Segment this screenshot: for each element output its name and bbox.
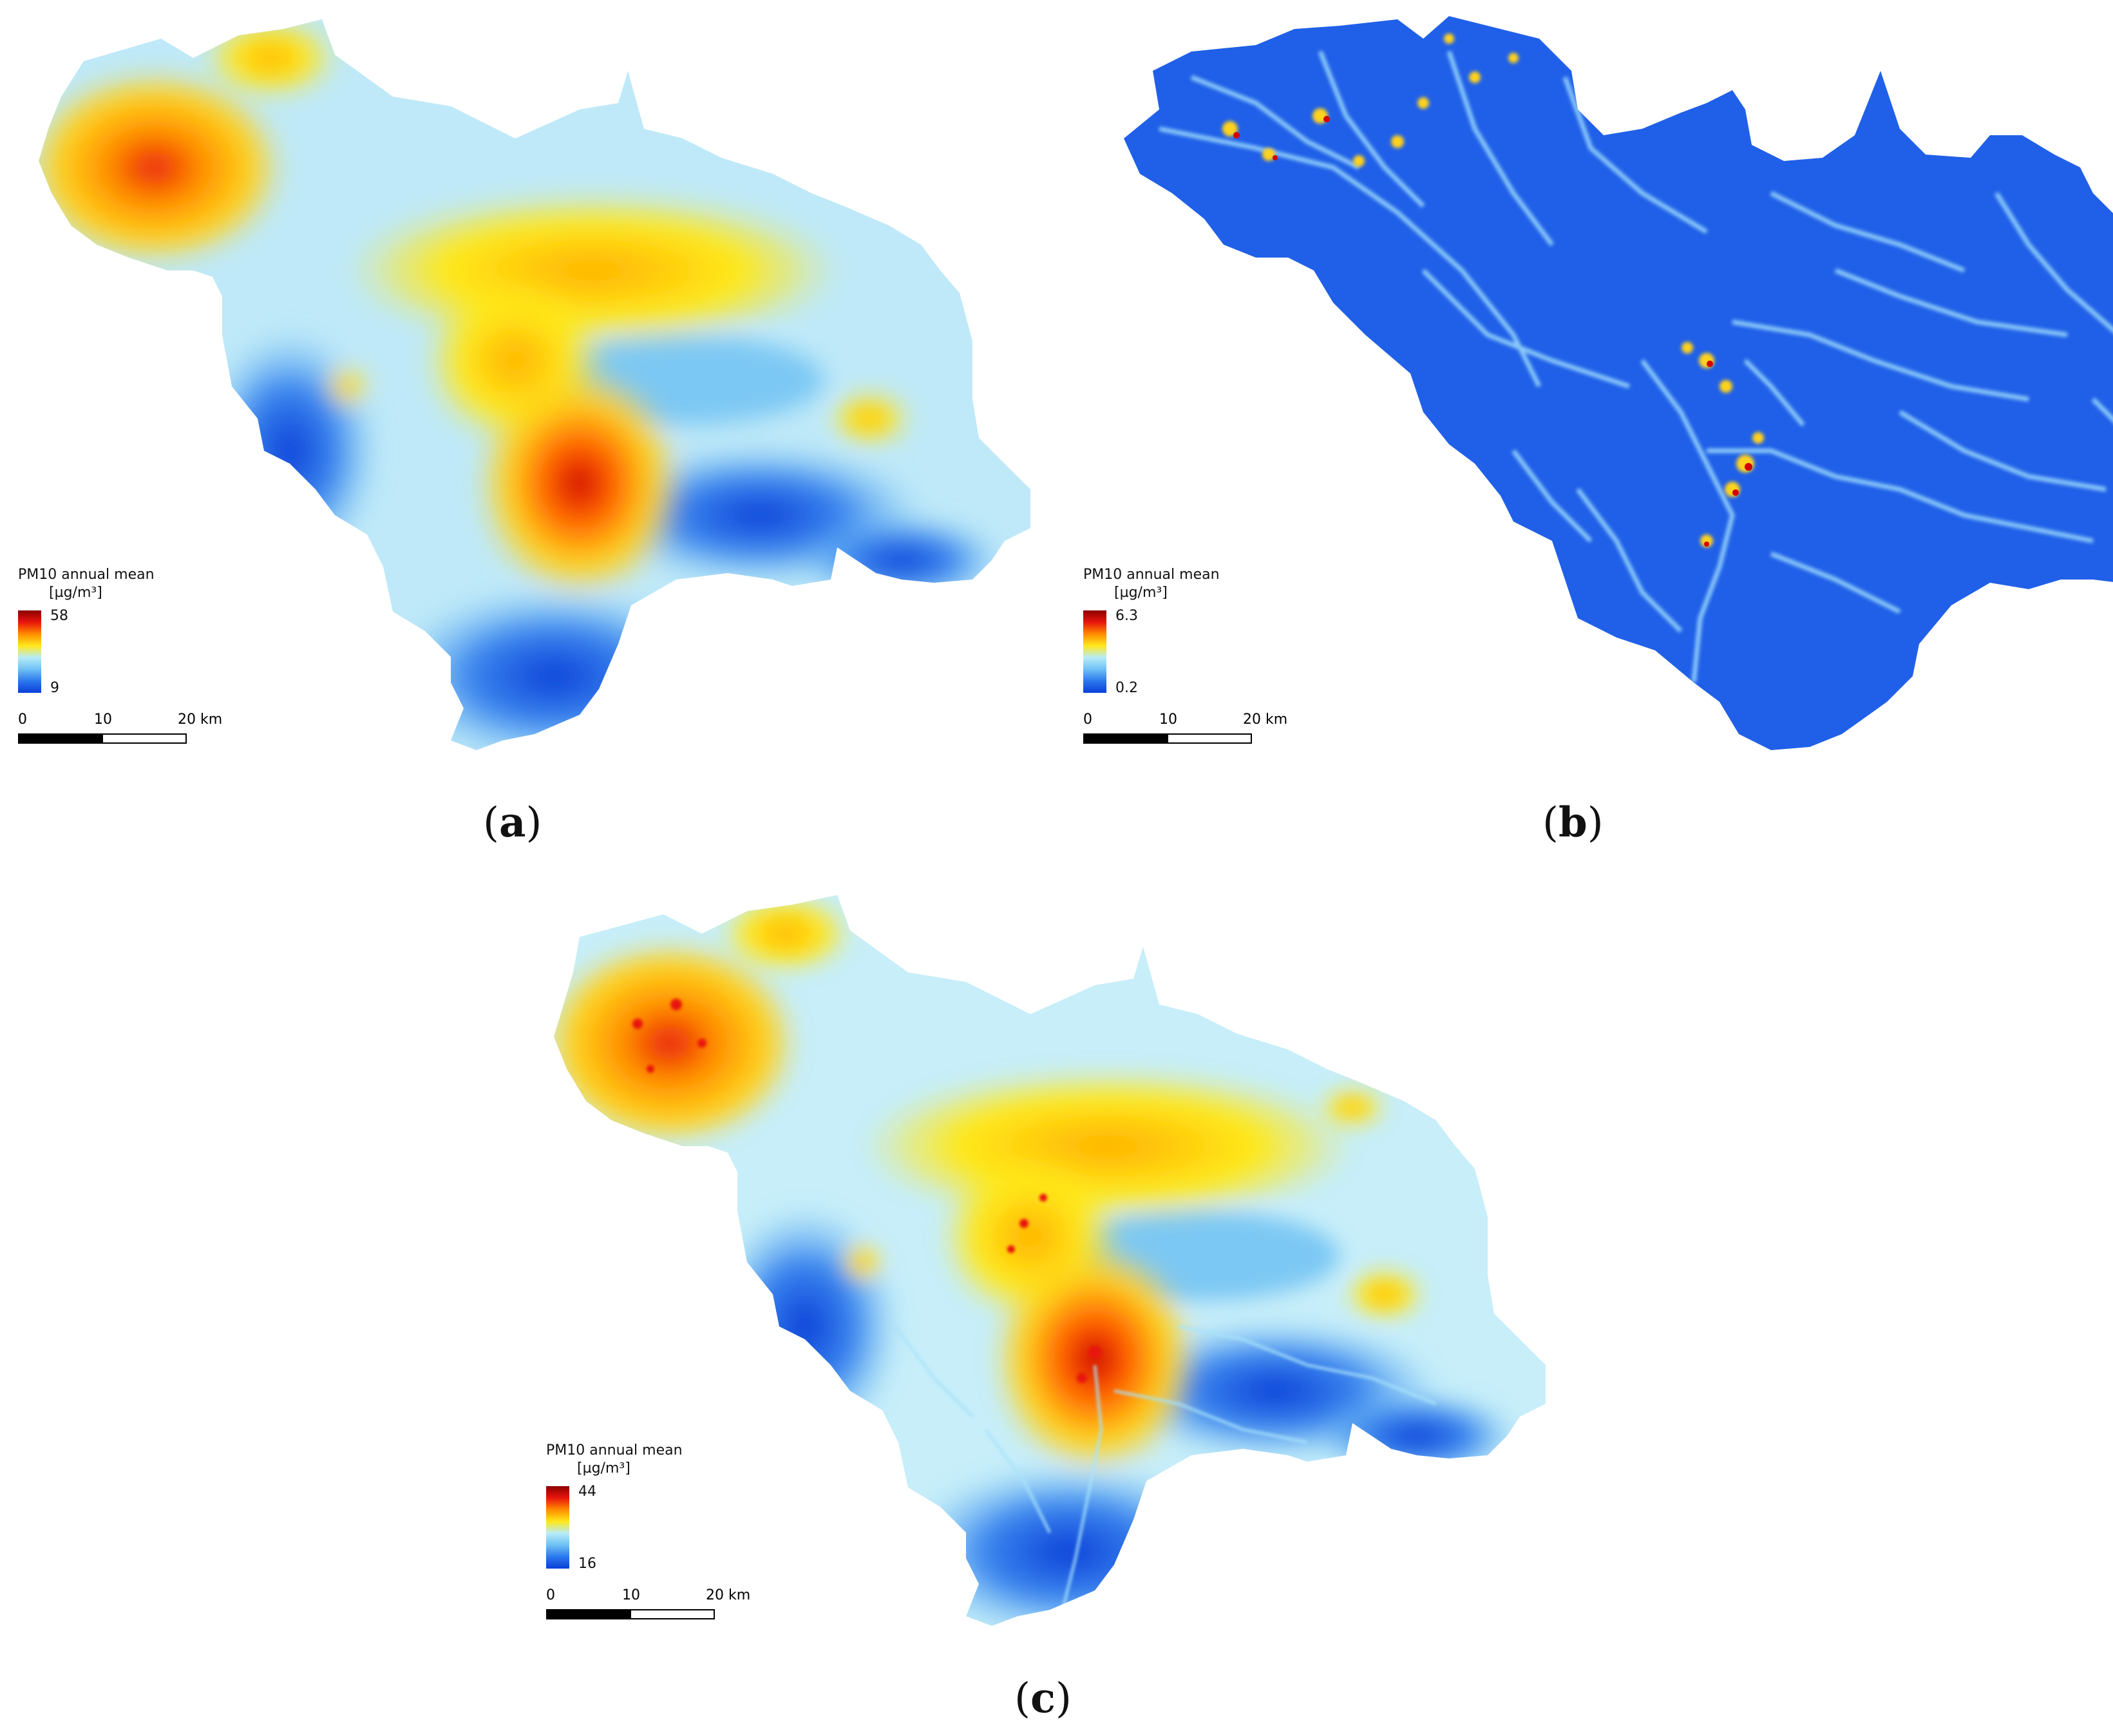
legend-title: PM10 annual mean bbox=[18, 567, 155, 583]
scale-label-10: 10 bbox=[1159, 712, 1177, 728]
legend-min-value: 9 bbox=[50, 680, 59, 696]
legend-max-value: 58 bbox=[50, 608, 68, 624]
caption-b: (b) bbox=[1542, 798, 1604, 847]
scale-bar-black bbox=[18, 733, 102, 744]
map-panel-a: PM10 annual mean [µg/m³] 58 9 0 10 20 km… bbox=[0, 0, 1056, 863]
scale-label-10: 10 bbox=[622, 1587, 640, 1603]
scale-bar-c: 0 10 20 km bbox=[546, 1587, 750, 1626]
legend-max-value: 44 bbox=[578, 1484, 596, 1500]
caption-a: (a) bbox=[483, 798, 542, 847]
pm10-map-c bbox=[554, 895, 1546, 1626]
scale-bar-black bbox=[546, 1609, 630, 1619]
scale-bar-white bbox=[1167, 733, 1252, 744]
scale-bar-white bbox=[630, 1609, 715, 1619]
map-panel-b: PM10 annual mean [µg/m³] 6.3 0.2 0 10 20… bbox=[1063, 0, 2113, 863]
scale-bar-b: 0 10 20 km bbox=[1083, 712, 1287, 750]
legend-title: PM10 annual mean bbox=[1083, 567, 1220, 583]
scale-label-0: 0 bbox=[546, 1587, 555, 1603]
legend-unit: [µg/m³] bbox=[1114, 585, 1168, 601]
scale-label-0: 0 bbox=[18, 712, 27, 728]
map-panel-c: PM10 annual mean [µg/m³] 44 16 0 10 20 k… bbox=[535, 876, 1591, 1736]
pm10-map-b bbox=[1124, 16, 2113, 750]
scale-label-0: 0 bbox=[1083, 712, 1092, 728]
scale-bar-a: 0 10 20 km bbox=[18, 712, 222, 750]
legend-color-ramp bbox=[1083, 610, 1106, 693]
legend-min-value: 16 bbox=[578, 1556, 596, 1572]
legend-b: PM10 annual mean [µg/m³] 6.3 0.2 bbox=[1083, 567, 1276, 696]
pm10-map-a bbox=[39, 19, 1030, 750]
scale-label-20: 20 km bbox=[706, 1587, 751, 1603]
scale-label-10: 10 bbox=[94, 712, 112, 728]
scale-bar-black bbox=[1083, 733, 1167, 744]
legend-color-ramp bbox=[18, 610, 41, 693]
legend-c: PM10 annual mean [µg/m³] 44 16 bbox=[546, 1442, 739, 1572]
legend-a: PM10 annual mean [µg/m³] 58 9 bbox=[18, 567, 211, 696]
legend-title: PM10 annual mean bbox=[546, 1442, 683, 1458]
legend-unit: [µg/m³] bbox=[577, 1460, 630, 1477]
legend-color-ramp bbox=[546, 1486, 569, 1569]
caption-c: (c) bbox=[1014, 1674, 1072, 1722]
scale-bar-white bbox=[102, 733, 187, 744]
legend-unit: [µg/m³] bbox=[49, 585, 102, 601]
scale-label-20: 20 km bbox=[178, 712, 223, 728]
legend-min-value: 0.2 bbox=[1115, 680, 1138, 696]
scale-label-20: 20 km bbox=[1243, 712, 1288, 728]
legend-max-value: 6.3 bbox=[1115, 608, 1138, 624]
